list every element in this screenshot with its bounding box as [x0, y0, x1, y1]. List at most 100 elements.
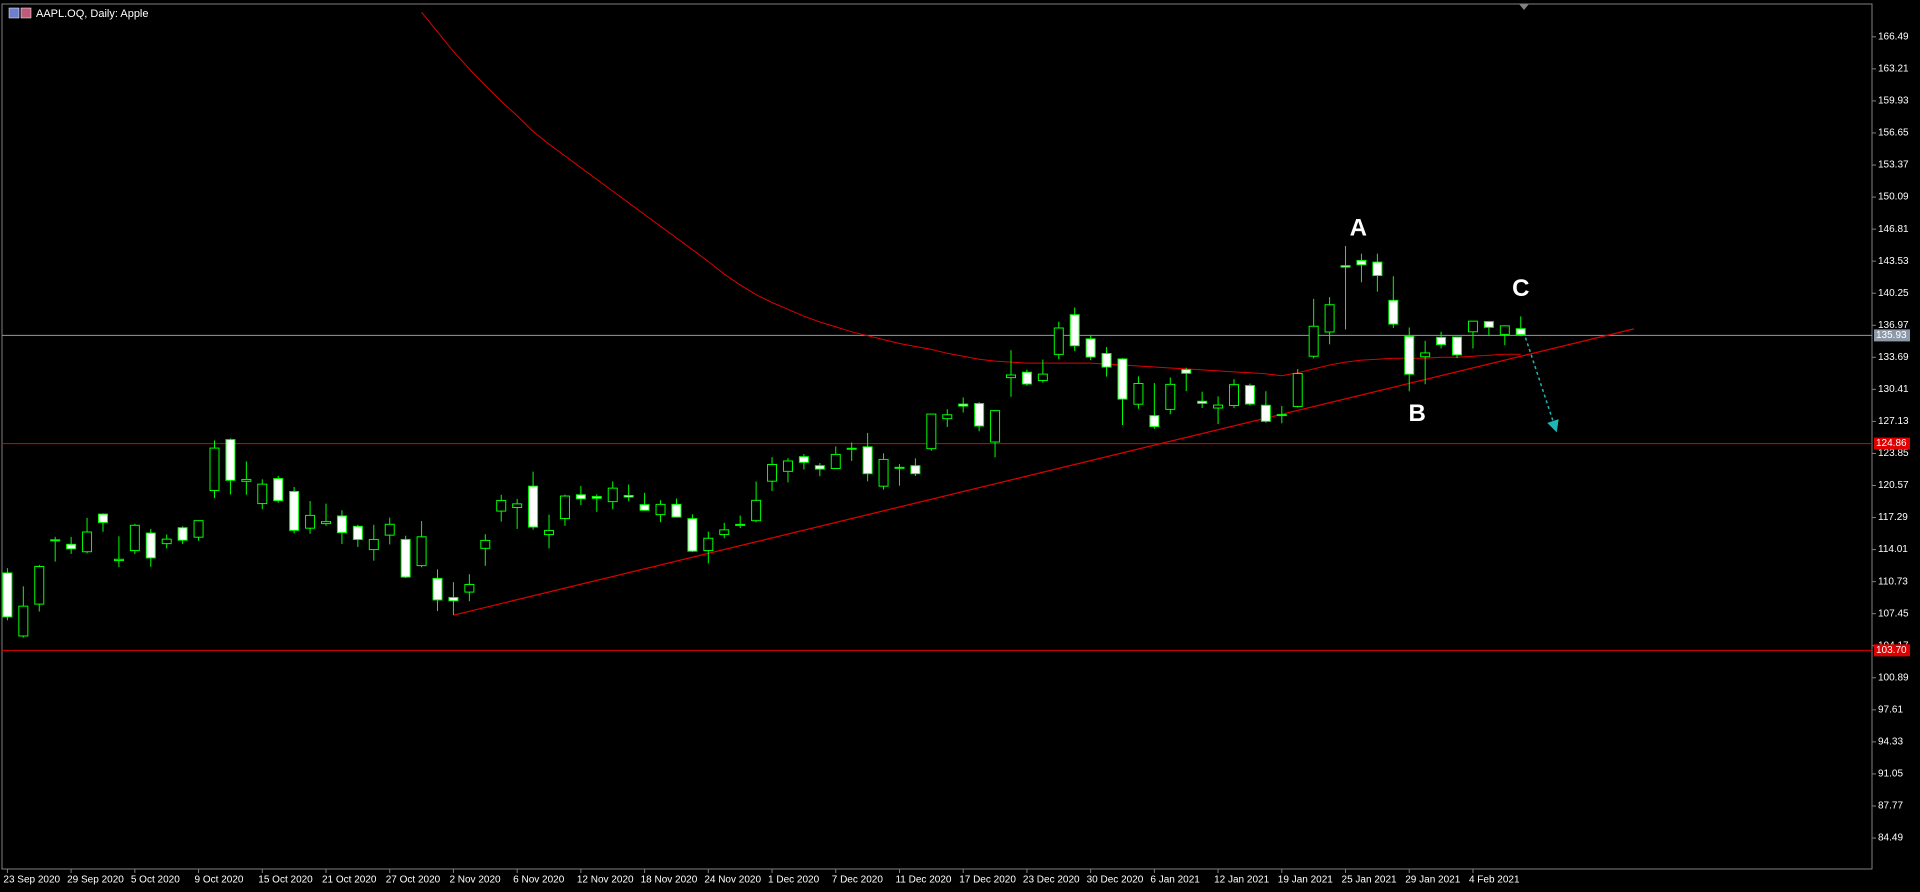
x-tick-label: 11 Dec 2020	[895, 875, 951, 886]
y-tick-label: 166.49	[1878, 31, 1909, 42]
candle-body	[814, 465, 825, 470]
candle-body	[1499, 325, 1510, 335]
x-tick-label: 4 Feb 2021	[1469, 875, 1520, 886]
candle-body	[528, 485, 539, 528]
candle-body	[432, 577, 443, 601]
candle-body	[97, 513, 108, 523]
candle-body	[878, 458, 889, 487]
candle-body	[1229, 384, 1240, 406]
candle-body	[1037, 373, 1048, 381]
candle-body	[1165, 383, 1176, 410]
x-tick-label: 6 Nov 2020	[513, 875, 565, 886]
candle-body	[1069, 314, 1080, 347]
x-tick-label: 9 Oct 2020	[195, 875, 244, 886]
candle-body	[1197, 400, 1208, 404]
candle-body	[751, 499, 762, 522]
price-label-box	[1874, 437, 1910, 450]
candle-body	[1467, 320, 1478, 333]
candle-body	[862, 446, 873, 475]
candle-body	[1340, 265, 1351, 268]
candle-body	[1308, 325, 1319, 357]
candle-body	[1452, 336, 1463, 356]
candle-body	[496, 500, 507, 512]
candle-body	[305, 514, 316, 529]
candle-body	[18, 605, 29, 637]
candle-body	[767, 463, 778, 482]
candle-body	[50, 539, 61, 542]
candle-body	[1356, 259, 1367, 266]
candle-body	[607, 487, 618, 503]
x-tick-label: 12 Nov 2020	[577, 875, 634, 886]
candle-body	[782, 460, 793, 472]
symbol-icon	[20, 7, 32, 19]
candle-body	[990, 410, 1001, 443]
candle-body	[161, 538, 172, 545]
x-tick-label: 30 Dec 2020	[1087, 875, 1144, 886]
x-tick-label: 18 Nov 2020	[641, 875, 698, 886]
forecast-arrow	[1524, 337, 1559, 433]
candle-body	[464, 583, 475, 593]
candle-body	[974, 403, 985, 427]
candle-body	[1276, 414, 1287, 417]
candle-body	[82, 531, 93, 553]
candle-body	[193, 520, 204, 538]
candle-body	[225, 439, 236, 481]
plot-area	[2, 11, 1872, 651]
candle-body	[687, 518, 698, 552]
candle-body	[1372, 261, 1383, 277]
candle-body	[34, 565, 45, 605]
candle-body	[177, 527, 188, 541]
y-tick-label: 94.33	[1878, 737, 1903, 748]
candle-body	[1005, 374, 1016, 379]
y-tick-label: 110.73	[1878, 576, 1908, 587]
candle-body	[910, 465, 921, 475]
candle-body	[735, 523, 746, 526]
y-tick-label: 130.41	[1878, 384, 1909, 395]
x-tick-label: 19 Jan 2021	[1278, 875, 1333, 886]
candle-body	[209, 447, 220, 491]
y-tick-label: 87.77	[1878, 801, 1903, 812]
candle-body	[559, 495, 570, 520]
candle-body	[926, 413, 937, 450]
chart-title: AAPL.OQ, Daily: Apple	[36, 8, 149, 20]
x-tick-label: 7 Dec 2020	[832, 875, 884, 886]
candle-body	[719, 529, 730, 536]
candle-body	[1133, 382, 1144, 405]
y-tick-label: 143.53	[1878, 256, 1909, 267]
candle-body	[257, 483, 268, 505]
x-tick-label: 2 Nov 2020	[449, 875, 501, 886]
trendline	[453, 328, 1634, 616]
y-tick-label: 100.89	[1878, 672, 1909, 683]
shift-marker	[1519, 4, 1529, 10]
y-tick-label: 120.57	[1878, 480, 1909, 491]
x-tick-label: 5 Oct 2020	[131, 875, 180, 886]
candle-body	[798, 456, 809, 463]
candle-body	[1149, 415, 1160, 428]
candle-body	[639, 504, 650, 511]
candle-body	[846, 447, 857, 450]
y-tick-label: 150.09	[1878, 192, 1909, 203]
y-tick-label: 156.65	[1878, 128, 1909, 139]
x-tick-label: 29 Jan 2021	[1405, 875, 1460, 886]
candle-body	[1085, 338, 1096, 358]
candle-body	[273, 478, 284, 502]
y-tick-label: 117.29	[1878, 512, 1908, 523]
x-tick-label: 1 Dec 2020	[768, 875, 820, 886]
candle-body	[145, 532, 156, 559]
x-tick-label: 6 Jan 2021	[1150, 875, 1200, 886]
symbol-icon	[8, 7, 20, 19]
candle-body	[289, 490, 300, 531]
wave-label: B	[1409, 400, 1426, 427]
candle-body	[512, 503, 523, 508]
candle-body	[480, 539, 491, 549]
candle-body	[1292, 373, 1303, 407]
candle-body	[1213, 404, 1224, 409]
x-tick-label: 27 Oct 2020	[386, 875, 441, 886]
y-tick-label: 146.81	[1878, 224, 1909, 235]
candle-body	[129, 524, 140, 552]
candle-body	[958, 403, 969, 407]
candle-body	[655, 503, 666, 516]
price-label: 124.86	[1876, 438, 1907, 449]
candle-body	[591, 496, 602, 499]
wave-label: C	[1512, 275, 1529, 302]
